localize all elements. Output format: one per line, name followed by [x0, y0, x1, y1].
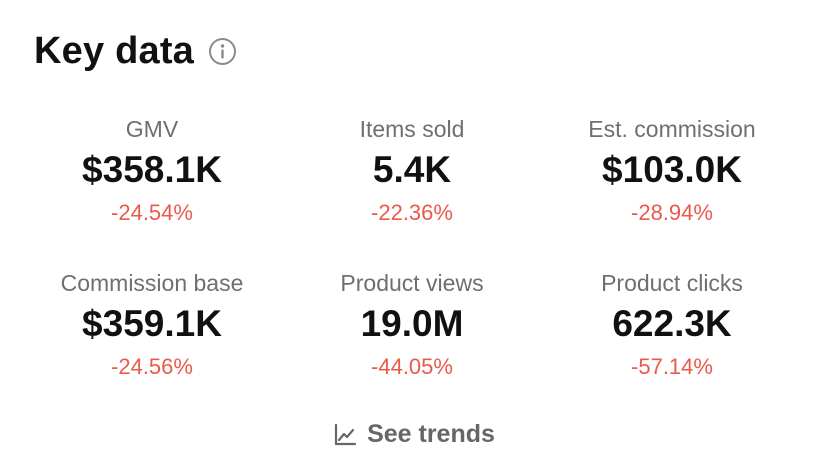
metric-est-commission: Est. commission $103.0K -28.94% — [542, 112, 802, 266]
metric-value: 19.0M — [360, 303, 464, 344]
metric-label: Product views — [340, 270, 484, 296]
key-data-header: Key data — [34, 30, 237, 73]
metric-change: -24.56% — [111, 354, 193, 379]
line-chart-icon — [333, 423, 357, 447]
metric-value: $103.0K — [602, 149, 742, 190]
metric-label: Est. commission — [588, 116, 756, 142]
metrics-grid: GMV $358.1K -24.54% Items sold 5.4K -22.… — [22, 112, 802, 420]
page-title: Key data — [34, 30, 195, 72]
metric-value: $358.1K — [82, 149, 222, 190]
info-icon[interactable] — [208, 37, 237, 66]
metric-change: -44.05% — [371, 354, 453, 379]
metric-change: -28.94% — [631, 200, 713, 225]
metric-product-views: Product views 19.0M -44.05% — [282, 266, 542, 420]
metric-gmv: GMV $358.1K -24.54% — [22, 112, 282, 266]
metric-value: 622.3K — [612, 303, 732, 344]
see-trends-button[interactable]: See trends — [0, 420, 828, 449]
metric-label: Commission base — [60, 270, 244, 296]
metric-change: -24.54% — [111, 200, 193, 225]
metric-change: -22.36% — [371, 200, 453, 225]
metric-commission-base: Commission base $359.1K -24.56% — [22, 266, 282, 420]
metric-label: GMV — [125, 116, 179, 142]
metric-items-sold: Items sold 5.4K -22.36% — [282, 112, 542, 266]
metric-label: Product clicks — [601, 270, 743, 296]
metric-value: 5.4K — [372, 149, 452, 190]
see-trends-label: See trends — [367, 420, 495, 448]
metric-change: -57.14% — [631, 354, 713, 379]
metric-label: Items sold — [359, 116, 465, 142]
metric-value: $359.1K — [82, 303, 222, 344]
metric-product-clicks: Product clicks 622.3K -57.14% — [542, 266, 802, 420]
